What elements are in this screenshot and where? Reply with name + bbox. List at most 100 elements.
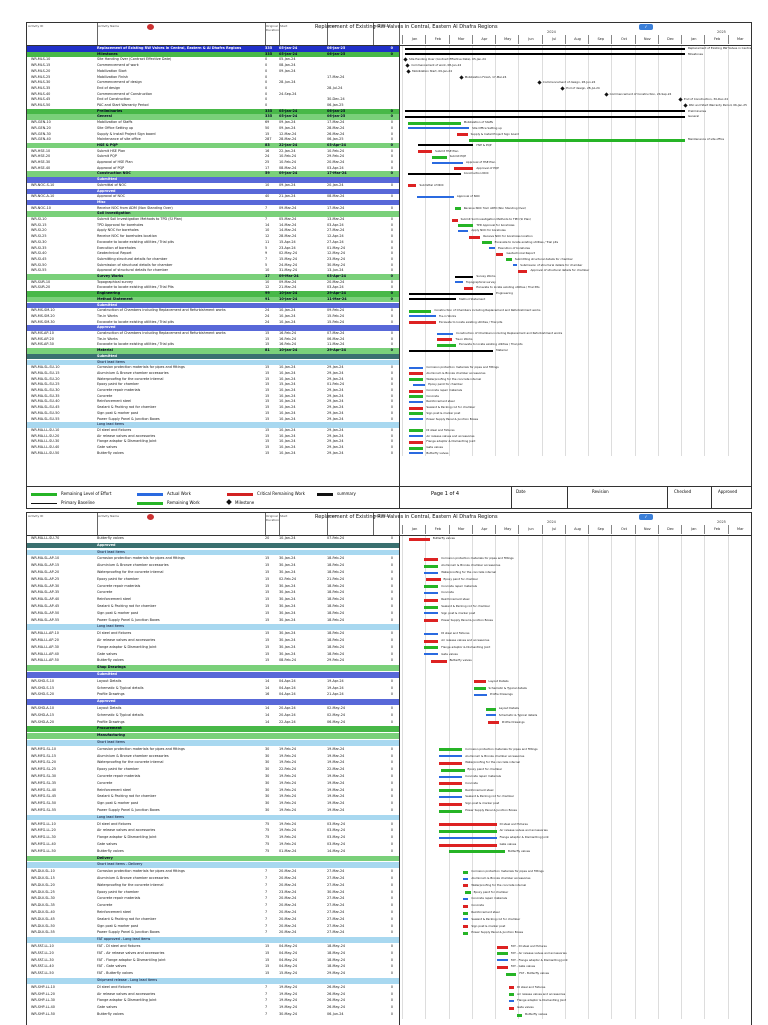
activity-name: Excavate to locate existing utilities / … xyxy=(97,285,174,290)
activity-id: WR-FAT-LL-10 xyxy=(31,944,54,948)
start-date: 10-Jan-24 xyxy=(279,427,296,432)
start-date: 10-Jan-24 xyxy=(279,348,298,353)
activity-name: Submitted xyxy=(97,672,117,676)
gantt-label: Power Supply Panel & Junction Boxes xyxy=(471,930,524,935)
finish-date: 15-Feb-24 xyxy=(327,313,345,318)
activity-bar xyxy=(495,252,504,256)
gantt-label: Material xyxy=(496,348,508,353)
gantt-label: Butterfly valves xyxy=(507,848,531,853)
total-float: 0 xyxy=(390,869,393,874)
finish-date: 06-Jun-24 xyxy=(327,1012,344,1016)
finish-date: 03-Apr-24 xyxy=(327,285,344,290)
start-date: 04-Apr-24 xyxy=(279,678,296,683)
activity-name: Misc xyxy=(97,199,106,204)
activity-row: WR-SI-30 Excavate to locate existing util… xyxy=(27,240,399,246)
total-float: 0 xyxy=(390,268,393,273)
summary-bar xyxy=(418,144,474,147)
activity-name: Submitted xyxy=(97,177,117,182)
activity-id: WR-MA-SL-AP-30 xyxy=(31,583,60,588)
duration: 15 xyxy=(265,376,270,381)
year-label-2025: 2025 xyxy=(717,30,726,34)
activity-bar xyxy=(508,986,515,990)
activity-name: Waterproofing for the concrete internal xyxy=(97,570,164,574)
finish-date: 13-Mar-24 xyxy=(327,217,345,221)
gantt-label: Flange adaptor & Dismantling Joint xyxy=(426,439,476,444)
activity-bar xyxy=(424,571,439,574)
total-float: 0 xyxy=(390,753,393,758)
gantt-label: Tie-in Works xyxy=(438,313,457,318)
gantt-label: DI steel and fixtures xyxy=(426,427,455,432)
month-label: Dec xyxy=(657,525,682,534)
activity-bar xyxy=(488,247,496,249)
total-float: 0 xyxy=(390,370,393,375)
start-date: 22-Apr-24 xyxy=(279,719,296,724)
start-date: 28-Jun-24 xyxy=(279,80,296,85)
finish-date: 18-Feb-24 xyxy=(327,651,345,656)
activity-row: WR-MFG-SL-15 Aluminium & Bronze chamber a… xyxy=(27,754,399,760)
activity-row: WR-MA-LL-AP-10 DI steel and fixtures 15 30-… xyxy=(27,631,399,637)
duration: 15 xyxy=(265,604,270,608)
finish-date: 03-May-24 xyxy=(327,828,346,833)
finish-date: 03-May-24 xyxy=(327,842,346,846)
gantt-label: FAT - Air release valves and accessories xyxy=(511,950,567,955)
finish-date: 29-Jan-24 xyxy=(327,427,344,432)
total-float: 0 xyxy=(390,319,393,324)
legend-primary-baseline: Primary Baseline xyxy=(31,500,95,505)
gantt-gridline xyxy=(564,536,566,1019)
duration: 15 xyxy=(265,971,270,976)
activity-row: WR-DLV-SL-25 Epoxy paint for chamber 7 23-M… xyxy=(27,890,399,896)
activity-name: Butterfly valves xyxy=(97,450,124,455)
total-float: 0 xyxy=(390,923,393,928)
duration: 15 xyxy=(265,342,270,347)
total-float: 0 xyxy=(390,336,393,341)
start-date: 10-Feb-24 xyxy=(279,154,297,159)
start-date: 19-Feb-24 xyxy=(279,828,297,833)
activity-id: WR-SI-20 xyxy=(31,228,47,233)
activity-id: WR-SI-45 xyxy=(31,256,47,261)
duration: 24 xyxy=(265,154,270,159)
wbs-summary-row: Short lead items xyxy=(27,359,399,365)
month-label: Aug xyxy=(564,35,589,44)
wbs-summary-row: Long lead items xyxy=(27,814,399,821)
activity-row: WR-SI-50 Submission of structural details… xyxy=(27,263,399,269)
duration: 30 xyxy=(265,760,270,765)
activity-row: WR-DLV-SL-30 Concrete repair materials 7 20… xyxy=(27,896,399,902)
activity-bar xyxy=(424,619,439,623)
duration: 15 xyxy=(265,399,270,404)
duration: 11 xyxy=(265,239,270,244)
activity-row: WR-MA-LL-SU-50 Butterfly valves 15 10-Jan-2… xyxy=(27,451,399,457)
total-float: 0 xyxy=(390,256,393,261)
activity-id: WR-DLV-SL-15 xyxy=(31,876,55,880)
duration: 5 xyxy=(265,245,268,250)
activity-id: WR-MFG-LL-20 xyxy=(31,828,56,833)
total-float: 0 xyxy=(390,706,393,710)
finish-date: 19-Apr-24 xyxy=(327,678,344,683)
gantt-gridline xyxy=(518,46,520,457)
activity-bar xyxy=(469,138,685,142)
activity-name: Flange adaptor & Dismantling Joint xyxy=(97,998,157,1003)
gantt-gridline xyxy=(727,536,729,1019)
duration: 15 xyxy=(265,439,270,444)
activity-id: WR-MA-LL-AP-10 xyxy=(31,631,59,636)
activity-name: FAT approved - Long lead items xyxy=(97,937,151,942)
activity-bar xyxy=(463,925,469,929)
activity-name: Approved xyxy=(97,542,116,547)
duration: 15 xyxy=(265,597,270,602)
total-float: 0 xyxy=(390,120,393,125)
activity-bar xyxy=(408,435,424,438)
start-date: 30-Jan-24 xyxy=(279,563,296,568)
finish-date: 21-Apr-24 xyxy=(327,692,344,697)
summary-bar xyxy=(405,110,685,113)
gantt-label: Aluminium & Bronze chamber accessories xyxy=(441,563,501,568)
wbs-summary-row: General 335 05-Jan-24 06-Jan-25 0 xyxy=(27,114,399,120)
activity-row: WR-MLS-45 End of Construction 0 30-Dec-24 xyxy=(27,97,399,103)
gantt-label: Schematic & Typical details xyxy=(498,712,538,717)
total-float: 0 xyxy=(390,439,393,444)
activity-name: Long lead items xyxy=(97,422,125,427)
milestone-marker xyxy=(406,69,411,74)
finish-date: 18-Feb-24 xyxy=(327,604,345,608)
activity-name: Air release valves and accessories xyxy=(97,638,156,642)
activity-bar xyxy=(408,395,424,399)
activity-name: Sealant & Packing rod for chamber xyxy=(97,916,157,921)
start-date: 05-Jan-24 xyxy=(279,114,298,119)
